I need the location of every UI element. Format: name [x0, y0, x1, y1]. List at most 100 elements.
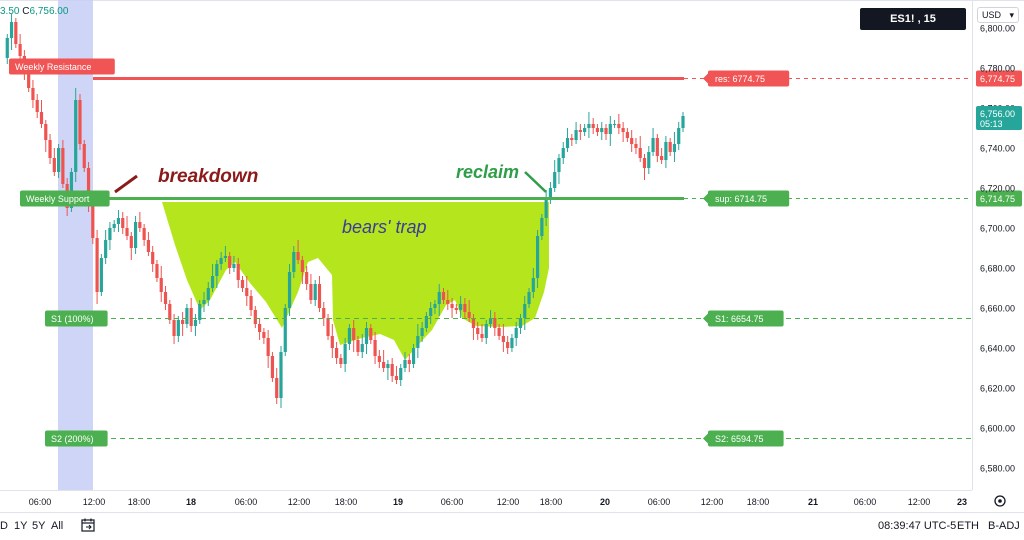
clock-readout[interactable]: 08:39:47 UTC-5 — [878, 520, 957, 532]
candle-body — [677, 128, 681, 144]
y-tick-label: 6,800.00 — [980, 24, 1015, 34]
candle-body — [668, 142, 672, 152]
y-tick-label: 6,720.00 — [980, 184, 1015, 194]
range-all-button[interactable]: All — [51, 520, 64, 532]
x-tick-label: 18 — [186, 497, 196, 507]
candle-body — [441, 292, 446, 300]
axis-level-tag — [976, 70, 1022, 87]
level-left-text: S1 (100%) — [51, 314, 94, 324]
close-value: 6,756.00 — [29, 6, 69, 17]
adjust-toggle[interactable]: B-ADJ — [988, 520, 1020, 532]
candle-body — [240, 280, 245, 288]
reclaim-arrow — [524, 171, 547, 193]
candle-body — [9, 22, 14, 38]
candle-body — [279, 352, 283, 398]
candle-body — [574, 130, 578, 140]
candle-body — [125, 228, 129, 236]
candle-body — [138, 222, 142, 228]
candle-body — [82, 144, 86, 168]
y-tick-label: 6,580.00 — [980, 464, 1015, 474]
candle-body — [583, 128, 587, 132]
candle-body — [198, 304, 202, 320]
x-tick-label: 06:00 — [29, 497, 52, 507]
candle-body — [570, 138, 574, 140]
candle-body — [454, 308, 458, 310]
candle-body — [172, 320, 176, 336]
candle-body — [403, 360, 407, 368]
candle-body — [181, 320, 185, 324]
candle-body — [27, 70, 31, 88]
symbol-badge[interactable]: ES1! , 15 — [860, 8, 966, 30]
candle-body — [429, 308, 433, 316]
x-tick-label: 23 — [957, 497, 967, 507]
level-tag-pointer — [703, 313, 708, 324]
candle-body — [664, 142, 668, 160]
candle-body — [506, 342, 510, 348]
level-tag-text: sup: 6714.75 — [715, 194, 767, 204]
reclaim-annotation: reclaim — [456, 162, 519, 182]
calendar-icon[interactable] — [80, 517, 96, 536]
candle-body — [544, 198, 548, 218]
x-tick-label: 06:00 — [648, 497, 671, 507]
x-tick-label: 21 — [808, 497, 818, 507]
candle-body — [104, 240, 108, 258]
candle-body — [206, 288, 210, 300]
candle-body — [553, 172, 557, 188]
candle-body — [373, 340, 377, 356]
candle-body — [142, 228, 146, 240]
candle-body — [262, 332, 266, 338]
candle-body — [471, 318, 476, 328]
x-tick-label: 19 — [393, 497, 403, 507]
level-left-text: S2 (200%) — [51, 434, 94, 444]
x-tick-label: 12:00 — [83, 497, 106, 507]
candle-body — [343, 344, 347, 364]
candle-body — [463, 304, 467, 312]
candle-body — [339, 358, 343, 364]
y-tick-label: 6,660.00 — [980, 304, 1015, 314]
candle-body — [655, 138, 659, 156]
settings-gear-icon[interactable] — [994, 495, 1006, 507]
candle-body — [437, 292, 441, 304]
ohlc-prefix: 3.50 — [0, 6, 20, 17]
candle-body — [330, 336, 334, 348]
candle-body — [219, 258, 223, 264]
bears-trap-region — [162, 202, 549, 360]
candle-body — [69, 172, 74, 208]
candle-body — [232, 264, 236, 268]
level-tag-s2 — [708, 430, 784, 447]
candle-body — [296, 252, 300, 260]
x-tick-label: 12:00 — [908, 497, 931, 507]
currency-select[interactable]: USD — [977, 7, 1019, 23]
candle-body — [155, 264, 159, 278]
y-tick-label: 6,600.00 — [980, 424, 1015, 434]
x-tick-label: 12:00 — [288, 497, 311, 507]
candle-body — [91, 204, 95, 238]
candle-body — [14, 22, 18, 44]
candle-body — [39, 112, 44, 124]
chart-svg[interactable]: res: 6774.75 Weekly Resistance 6,774.75 sup… — [0, 0, 1024, 512]
last-price-tag[interactable] — [976, 106, 1022, 130]
session-toggle[interactable]: ETH — [957, 520, 979, 532]
candle-body — [407, 360, 411, 364]
candle-body — [322, 308, 326, 318]
candle-body — [540, 218, 544, 236]
x-tick-label: 12:00 — [701, 497, 724, 507]
candle-body — [467, 312, 471, 318]
range-1y-button[interactable]: 1Y — [14, 520, 28, 532]
axis-level-text: 6,714.75 — [980, 194, 1015, 204]
candle-body — [249, 296, 253, 310]
x-tick-label: 06:00 — [235, 497, 258, 507]
candle-body — [488, 318, 493, 324]
candle-body — [527, 292, 531, 304]
candle-body — [334, 348, 339, 358]
range-5y-button[interactable]: 5Y — [32, 520, 46, 532]
candle-body — [621, 128, 625, 132]
ohlc-readout: 3.50 C6,756.00 — [0, 6, 68, 17]
candle-body — [476, 328, 480, 334]
candle-body — [159, 278, 163, 292]
candle-body — [390, 364, 394, 376]
candle-body — [642, 158, 647, 168]
range-d-button[interactable]: D — [0, 520, 8, 532]
candle-body — [681, 116, 685, 128]
